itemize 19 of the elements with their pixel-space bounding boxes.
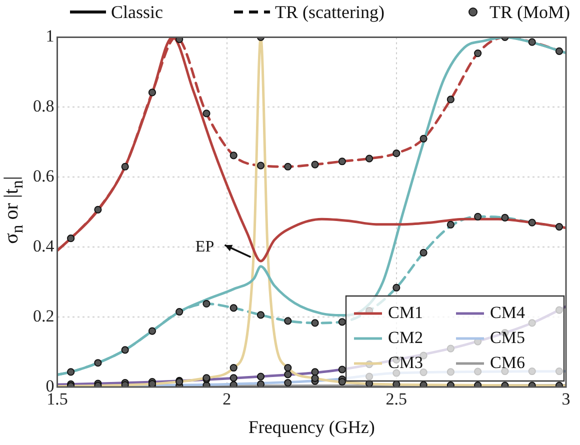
annotation: EP <box>195 238 214 256</box>
legend-label: CM2 <box>388 328 423 347</box>
text: Classic <box>111 2 163 22</box>
y-tick-label: 0.8 <box>33 96 54 116</box>
legend-label: CM1 <box>388 302 423 322</box>
legend-label: CM6 <box>490 352 525 372</box>
y-tick-label: 0.2 <box>33 306 54 326</box>
x-tick-label: 2 <box>222 390 232 409</box>
legend-label: CM3 <box>388 352 423 372</box>
x-axis-title: Frequency (GHz) <box>248 416 375 437</box>
y-tick-label: 1 <box>46 26 54 46</box>
y-tick-label: 0.4 <box>33 236 55 256</box>
text: TR (MoM) <box>490 2 570 22</box>
legend-label: CM4 <box>490 302 526 322</box>
text: TR (scattering) <box>275 2 384 22</box>
x-tick-label: 2.5 <box>386 390 408 409</box>
x-tick-label: 3 <box>562 390 570 409</box>
legend-label: CM5 <box>490 328 525 347</box>
y-tick-label: 0.6 <box>33 166 54 186</box>
